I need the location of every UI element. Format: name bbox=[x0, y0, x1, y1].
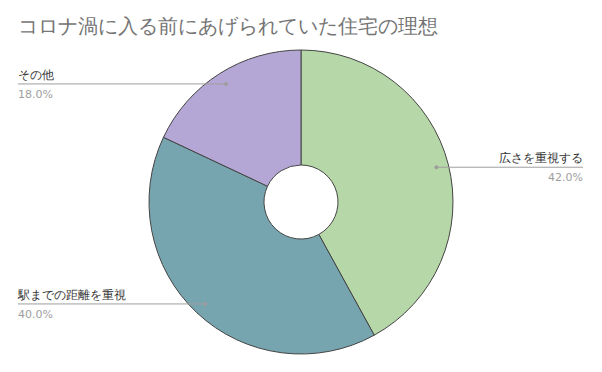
slice-label: その他 bbox=[18, 68, 54, 82]
leader-dot bbox=[203, 302, 207, 306]
slice bbox=[163, 50, 301, 186]
leader-dot bbox=[434, 165, 438, 169]
labels: 広さを重視する 42.0% 駅までの距離を重視 40.0% その他 18.0% bbox=[17, 68, 583, 321]
data-label: 42.0% bbox=[548, 171, 583, 184]
slice-label: 駅までの距離を重視 bbox=[17, 288, 126, 302]
leader-line bbox=[18, 303, 205, 304]
title: コロナ渦に入る前にあげられていた住宅の理想 bbox=[18, 14, 438, 38]
leader-line bbox=[18, 83, 226, 84]
chart: コロナ渦に入る前にあげられていた住宅の理想広さを重視する 42.0% 駅までの距離を… bbox=[0, 0, 602, 372]
leader-dot bbox=[224, 82, 228, 86]
data-label: 18.0% bbox=[18, 88, 53, 101]
slices bbox=[149, 50, 453, 354]
leader-line bbox=[436, 167, 583, 168]
slice-label: 広さを重視する bbox=[499, 151, 583, 165]
data-label: 40.0% bbox=[18, 308, 53, 321]
background bbox=[0, 0, 602, 372]
